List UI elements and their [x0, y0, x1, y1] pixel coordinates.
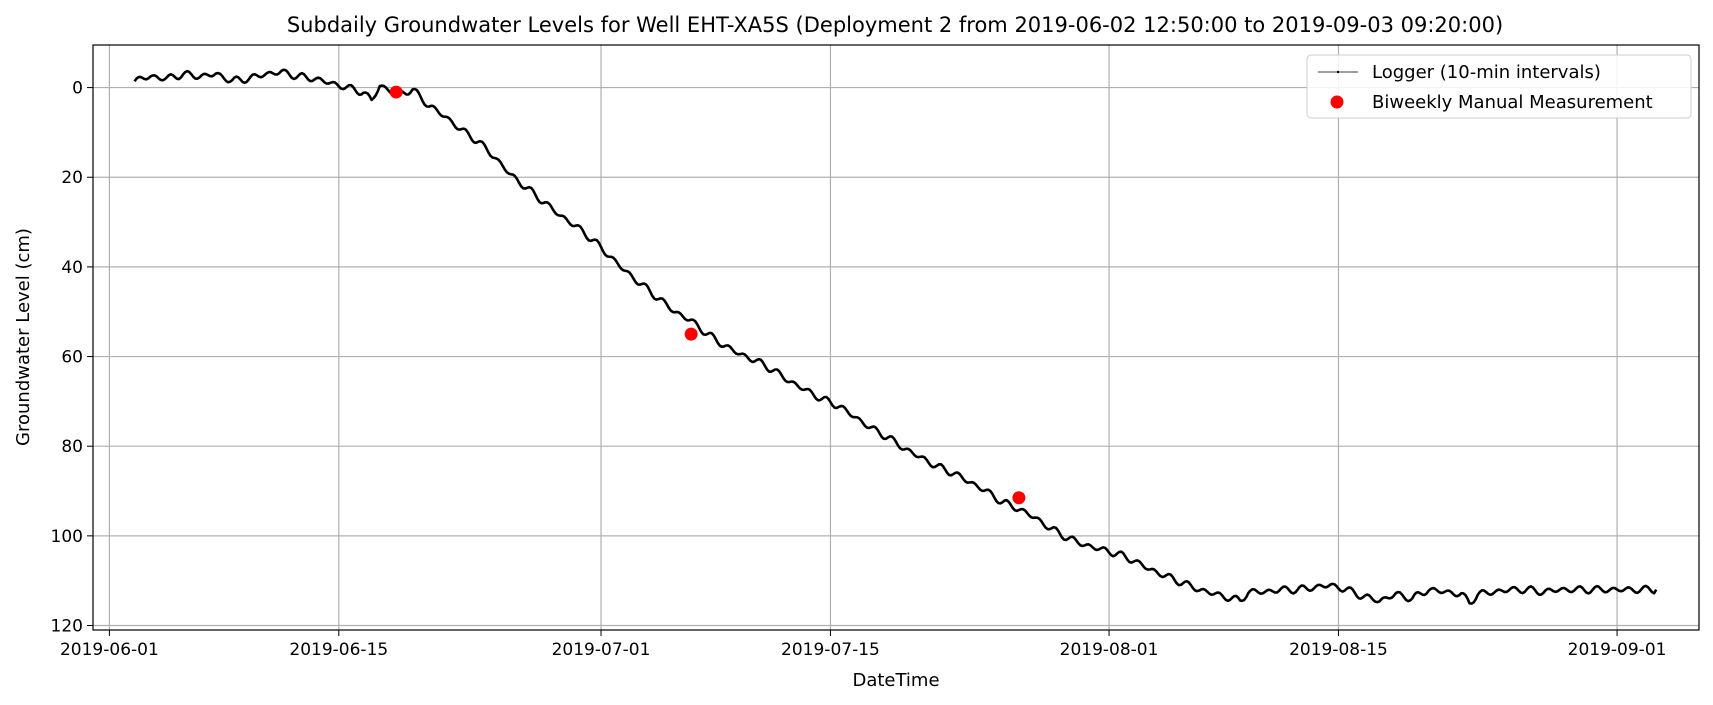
- manual-measurement-point: [389, 85, 403, 99]
- plot-area: [93, 45, 1699, 630]
- x-tick-label: 2019-06-15: [289, 640, 388, 660]
- x-tick-label: 2019-08-01: [1060, 640, 1159, 660]
- legend-logger-marker: [1336, 70, 1340, 74]
- y-tick-label: 60: [61, 348, 83, 368]
- manual-measurement-point: [1012, 491, 1026, 505]
- legend-manual-label: Biweekly Manual Measurement: [1372, 92, 1653, 113]
- logger-series: [133, 68, 1658, 605]
- manual-measurement-point: [684, 327, 698, 341]
- plot-frame: [92, 44, 1700, 631]
- legend-box: [1306, 54, 1692, 119]
- x-tick-label: 2019-07-15: [781, 640, 880, 660]
- manual-measurement-series: [389, 85, 1026, 505]
- chart-title: Subdaily Groundwater Levels for Well EHT…: [287, 13, 1503, 37]
- y-tick-label: 40: [61, 258, 83, 278]
- y-tick-label: 100: [51, 527, 83, 547]
- x-axis-ticks: 2019-06-01 2019-06-15 2019-07-01 2019-07-15…: [60, 630, 1666, 660]
- x-tick-label: 2019-08-15: [1289, 640, 1388, 660]
- legend: Logger (10-min intervals) Biweekly Manua…: [1306, 54, 1692, 119]
- logger-line: [133, 68, 1658, 605]
- legend-manual-marker: [1330, 95, 1344, 109]
- y-tick-label: 80: [61, 437, 83, 457]
- y-tick-label: 20: [61, 168, 83, 188]
- y-axis-ticks: 0 20 40 60 80 100 120: [51, 79, 93, 637]
- legend-logger-label: Logger (10-min intervals): [1372, 62, 1601, 83]
- x-tick-label: 2019-09-01: [1568, 640, 1667, 660]
- grid-layer: [93, 45, 1699, 630]
- y-tick-label: 0: [72, 79, 83, 99]
- x-tick-label: 2019-06-01: [60, 640, 159, 660]
- x-axis-label: DateTime: [852, 670, 939, 691]
- y-tick-label: 120: [51, 617, 83, 637]
- x-tick-label: 2019-07-01: [552, 640, 651, 660]
- y-axis-label: Groundwater Level (cm): [13, 228, 34, 446]
